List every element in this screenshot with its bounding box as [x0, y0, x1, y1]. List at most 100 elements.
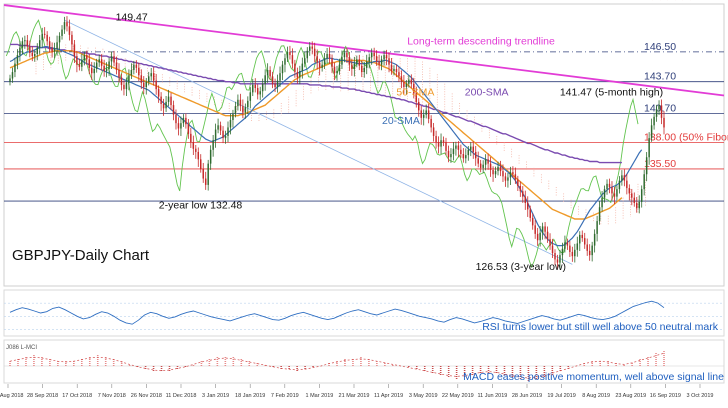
candle-body	[611, 187, 613, 194]
candle-body	[123, 84, 125, 90]
candle-body	[541, 226, 544, 233]
candle-body	[259, 91, 261, 95]
candle-body	[338, 64, 341, 72]
candle-body	[581, 234, 583, 239]
candles-group	[9, 16, 665, 270]
candle-body	[621, 175, 623, 181]
candle-body	[91, 67, 93, 74]
candle-body	[170, 96, 172, 106]
candle-body	[616, 189, 618, 197]
candle-body	[593, 233, 596, 246]
candle-body	[212, 140, 214, 150]
candle-body	[9, 78, 11, 82]
candle-body	[415, 93, 418, 102]
candle-body	[43, 33, 46, 35]
candle-body	[472, 146, 474, 152]
candle-body	[274, 83, 276, 88]
candle-body	[524, 196, 527, 203]
candle-body	[504, 176, 507, 181]
candle-body	[128, 75, 130, 83]
candle-body	[86, 55, 88, 60]
annotation-label: 141.47 (5-month high)	[560, 87, 663, 99]
candle-body	[36, 47, 38, 55]
candle-body	[571, 251, 574, 257]
candle-body	[24, 40, 26, 42]
candle-body	[296, 72, 299, 78]
annotation-label: 149.47	[116, 11, 148, 23]
candle-body	[138, 67, 140, 76]
candle-body	[31, 52, 34, 57]
candle-body	[289, 51, 291, 56]
candle-body	[182, 117, 185, 124]
candle-body	[219, 125, 222, 131]
candle-body	[356, 59, 358, 64]
candle-body	[242, 106, 244, 113]
candle-body	[172, 105, 175, 115]
candle-body	[209, 149, 212, 164]
x-axis-tick-label: 17 Oct 2018	[62, 393, 92, 399]
candle-body	[328, 54, 331, 59]
x-axis-tick-label: 8 Aug 2019	[582, 393, 610, 399]
candle-body	[385, 55, 388, 59]
x-axis-tick-label: 26 Nov 2018	[131, 393, 162, 399]
candle-body	[152, 73, 155, 81]
candle-body	[180, 123, 182, 129]
candle-body	[351, 64, 353, 69]
candle-body	[660, 105, 663, 118]
candle-body	[306, 50, 309, 59]
candle-body	[95, 62, 98, 69]
x-axis-tick-label: 28 Jun 2019	[512, 393, 542, 399]
candle-body	[286, 51, 289, 59]
candle-body	[66, 22, 68, 27]
candle-body	[11, 72, 14, 79]
annotation-label: 50-SMA	[396, 87, 434, 99]
candle-body	[430, 118, 432, 128]
candle-body	[437, 142, 440, 147]
candle-body	[254, 84, 256, 89]
candle-body	[51, 47, 53, 52]
candle-body	[19, 47, 21, 56]
candle-body	[388, 58, 390, 65]
candle-body	[564, 242, 566, 249]
candle-body	[93, 68, 95, 74]
candle-body	[623, 175, 626, 181]
candle-body	[447, 150, 450, 158]
candle-body	[299, 71, 301, 78]
candle-body	[195, 148, 197, 152]
candle-body	[608, 183, 611, 188]
annotation-label: 200-SMA	[465, 87, 509, 99]
candle-body	[103, 65, 105, 72]
candle-body	[229, 119, 232, 128]
candle-body	[249, 92, 252, 101]
candle-body	[420, 110, 422, 118]
candle-body	[239, 99, 242, 107]
candle-body	[301, 63, 304, 72]
candle-body	[38, 40, 41, 48]
candle-body	[348, 57, 351, 65]
candle-body	[422, 114, 425, 118]
candle-body	[14, 63, 16, 73]
candle-body	[177, 123, 180, 129]
candle-body	[640, 189, 643, 202]
candle-body	[393, 68, 395, 72]
candle-body	[432, 127, 435, 136]
candle-body	[110, 56, 113, 62]
candle-body	[566, 242, 569, 246]
candle-body	[16, 55, 19, 64]
level-label: 143.70	[644, 71, 676, 83]
candle-body	[368, 57, 370, 62]
candle-body	[222, 130, 224, 139]
candle-body	[395, 68, 398, 73]
candle-body	[556, 259, 559, 263]
x-axis-tick-label: 18 Jan 2019	[235, 393, 265, 399]
candle-body	[252, 84, 254, 93]
candle-body	[264, 75, 266, 84]
candle-body	[531, 217, 534, 226]
candle-body	[162, 104, 165, 109]
candle-body	[470, 146, 472, 150]
candle-body	[502, 171, 504, 177]
candle-body	[613, 193, 616, 197]
candle-body	[120, 77, 123, 85]
candle-body	[455, 145, 457, 149]
